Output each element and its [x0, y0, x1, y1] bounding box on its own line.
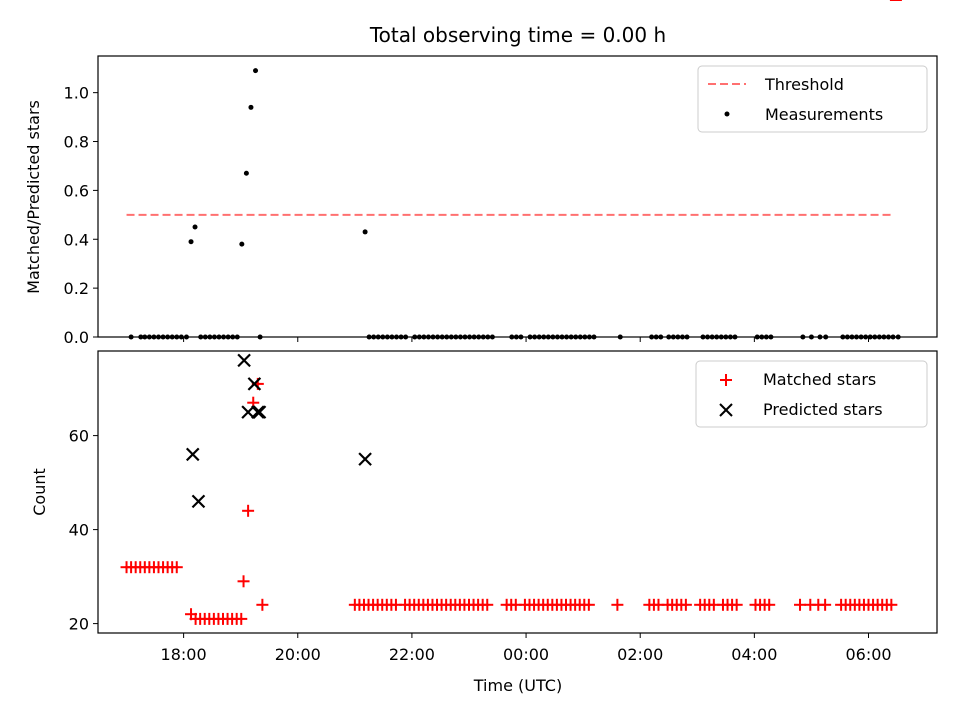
matched-star-point — [256, 598, 269, 611]
top-y-tick-label: 0.0 — [64, 328, 89, 347]
bottom-x-tick-label: 22:00 — [389, 645, 435, 664]
top-y-tick-label: 1.0 — [64, 84, 89, 103]
legend-matched-label: Matched stars — [763, 370, 876, 389]
legend-measurements-label: Measurements — [765, 105, 883, 124]
matched-star-point — [730, 598, 743, 611]
predicted-star-point — [191, 494, 206, 509]
bottom-legend: Matched stars Predicted stars — [695, 360, 928, 428]
matched-star-point — [763, 598, 776, 611]
bottom-y-axis-label: Count — [30, 468, 49, 516]
matched-star-point — [679, 598, 692, 611]
bottom-x-tick-label: 00:00 — [503, 645, 549, 664]
matched-star-point — [481, 598, 494, 611]
measurement-point — [362, 229, 368, 235]
matched-star-point — [582, 598, 595, 611]
measurement-point — [253, 68, 259, 74]
predicted-star-point — [237, 353, 251, 368]
top-axes-frame — [97, 55, 938, 338]
top-y-axis-label: Matched/Predicted stars — [24, 100, 43, 294]
top-x-ticks — [183, 337, 870, 342]
matched-star-point — [235, 612, 248, 625]
matched-star-point — [237, 575, 250, 588]
bottom-x-axis: 18:00 20:00 22:00 00:00 02:00 04:00 06:00 — [161, 633, 892, 664]
predicted-star-point — [358, 452, 372, 466]
bottom-x-tick-label: 18:00 — [161, 645, 207, 664]
matched-star-point — [170, 561, 183, 574]
legend-measurements-marker — [724, 111, 730, 117]
predicted-star-point — [247, 377, 262, 391]
matched-star-point — [885, 598, 898, 611]
bottom-panel: 20 40 60 18:00 20:00 22:00 00:00 02:00 04:00 06:… — [30, 0, 938, 695]
legend-predicted-marker — [719, 403, 733, 417]
top-y-tick-label: 0.2 — [64, 279, 89, 298]
measurement-point — [188, 239, 194, 245]
top-y-tick-label: 0.4 — [64, 230, 89, 249]
measurement-point — [243, 170, 249, 176]
predicted-star-point — [241, 405, 255, 419]
top-legend: Threshold Measurements — [697, 65, 928, 133]
matched-star-point — [242, 504, 255, 517]
matched-star-point — [794, 598, 807, 611]
bottom-x-tick-label: 02:00 — [617, 645, 663, 664]
predicted-star-point — [252, 405, 267, 419]
matched-star-point — [611, 598, 624, 611]
bottom-axes-frame — [97, 350, 938, 634]
measurement-point — [248, 104, 254, 110]
bottom-y-tick-label: 40 — [69, 521, 89, 540]
legend-predicted-label: Predicted stars — [763, 400, 883, 419]
top-y-axis: 0.0 0.2 0.4 0.6 0.8 1.0 — [64, 84, 98, 347]
bottom-plot-area — [120, 0, 902, 625]
bottom-x-tick-label: 04:00 — [731, 645, 777, 664]
matched-star-point — [819, 598, 832, 611]
measurement-point — [192, 224, 198, 230]
bottom-y-tick-label: 20 — [69, 615, 89, 634]
legend-threshold-label: Threshold — [764, 75, 844, 94]
top-y-tick-label: 0.8 — [64, 133, 89, 152]
bottom-y-axis: 20 40 60 — [69, 427, 98, 634]
legend-matched-marker — [720, 374, 732, 386]
top-panel: Total observing time = 0.00 h 0.00.20.40… — [24, 23, 938, 347]
measurement-point — [239, 241, 245, 247]
bottom-x-tick-label: 20:00 — [275, 645, 321, 664]
predicted-star-point — [251, 405, 265, 419]
bottom-x-axis-label: Time (UTC) — [473, 676, 562, 695]
chart-title: Total observing time = 0.00 h — [369, 23, 666, 47]
top-y-tick-label: 0.6 — [64, 181, 89, 200]
predicted-star-point — [185, 447, 200, 462]
bottom-y-tick-label: 60 — [69, 427, 89, 446]
bottom-x-tick-label: 06:00 — [845, 645, 891, 664]
